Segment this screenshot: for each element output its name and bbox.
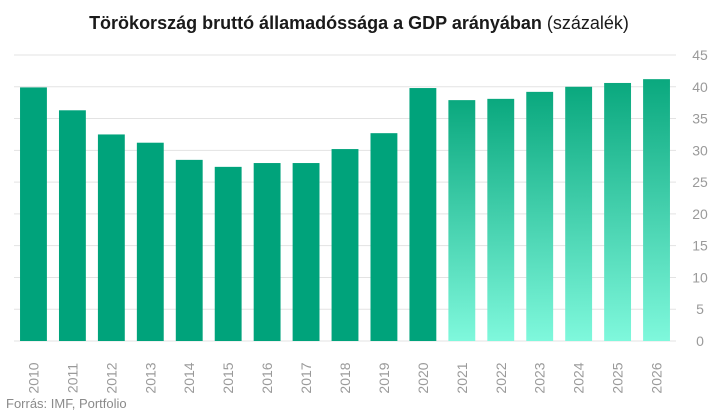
bar-forecast bbox=[604, 82, 632, 341]
y-tick-label: 30 bbox=[692, 142, 708, 158]
y-tick-label: 25 bbox=[692, 174, 708, 190]
bar bbox=[292, 163, 320, 341]
y-tick-label: 40 bbox=[692, 79, 708, 95]
x-tick-label: 2021 bbox=[454, 362, 470, 393]
chart-title-main: Törökország bruttó államadóssága a GDP a… bbox=[89, 13, 542, 33]
bar-forecast bbox=[487, 98, 515, 341]
chart-title: Törökország bruttó államadóssága a GDP a… bbox=[0, 13, 718, 34]
x-tick-label: 2016 bbox=[259, 362, 275, 393]
x-axis-ticks: 2010 2011 2012 2013 2014 2015 2016 2017 2018 2019… bbox=[25, 362, 664, 393]
x-tick-label: 2026 bbox=[649, 362, 665, 393]
y-tick-label: 45 bbox=[692, 47, 708, 63]
x-tick-label: 2019 bbox=[376, 362, 392, 393]
y-tick-label: 35 bbox=[692, 111, 708, 127]
bar bbox=[409, 88, 437, 341]
x-tick-label: 2010 bbox=[25, 362, 41, 393]
bar bbox=[97, 134, 125, 341]
bar bbox=[370, 133, 398, 341]
x-tick-label: 2018 bbox=[337, 362, 353, 393]
x-tick-label: 2011 bbox=[64, 363, 80, 393]
y-tick-label: 20 bbox=[692, 206, 708, 222]
x-tick-label: 2025 bbox=[610, 362, 626, 393]
y-axis-ticks: 0 5 10 15 20 25 30 35 40 45 bbox=[692, 47, 708, 349]
bars bbox=[20, 79, 670, 342]
x-tick-label: 2023 bbox=[532, 362, 548, 393]
bar bbox=[253, 163, 281, 341]
x-tick-label: 2015 bbox=[220, 362, 236, 393]
bar-forecast bbox=[526, 91, 554, 342]
x-tick-label: 2022 bbox=[493, 362, 509, 393]
bar-forecast bbox=[565, 86, 593, 342]
bar bbox=[136, 142, 164, 341]
bar bbox=[331, 149, 359, 341]
x-tick-label: 2012 bbox=[103, 362, 119, 393]
bar bbox=[20, 87, 47, 341]
y-tick-label: 5 bbox=[696, 301, 704, 317]
chart-title-unit: (százalék) bbox=[546, 13, 629, 33]
y-tick-label: 0 bbox=[696, 333, 704, 349]
bar bbox=[58, 110, 86, 341]
bar-forecast bbox=[643, 79, 670, 341]
bar-forecast bbox=[448, 100, 476, 341]
bar bbox=[175, 159, 203, 341]
y-tick-label: 10 bbox=[692, 269, 708, 285]
x-tick-label: 2020 bbox=[415, 362, 431, 393]
bar bbox=[214, 166, 242, 341]
source-note: Forrás: IMF, Portfolio bbox=[6, 396, 127, 411]
x-tick-label: 2013 bbox=[142, 362, 158, 393]
x-tick-label: 2014 bbox=[181, 362, 197, 393]
x-tick-label: 2024 bbox=[571, 362, 587, 393]
y-tick-label: 15 bbox=[692, 238, 708, 254]
x-tick-label: 2017 bbox=[298, 362, 314, 393]
